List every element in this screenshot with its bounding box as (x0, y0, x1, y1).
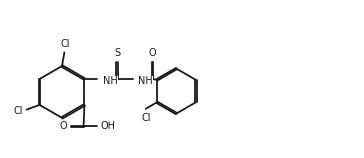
Text: Cl: Cl (61, 39, 71, 49)
Text: O: O (149, 48, 157, 58)
Text: S: S (114, 48, 120, 58)
Text: Cl: Cl (13, 106, 23, 116)
Text: NH: NH (103, 76, 118, 86)
Text: Cl: Cl (141, 113, 151, 123)
Text: NH: NH (138, 76, 153, 86)
Text: O: O (60, 121, 68, 131)
Text: OH: OH (100, 121, 115, 131)
